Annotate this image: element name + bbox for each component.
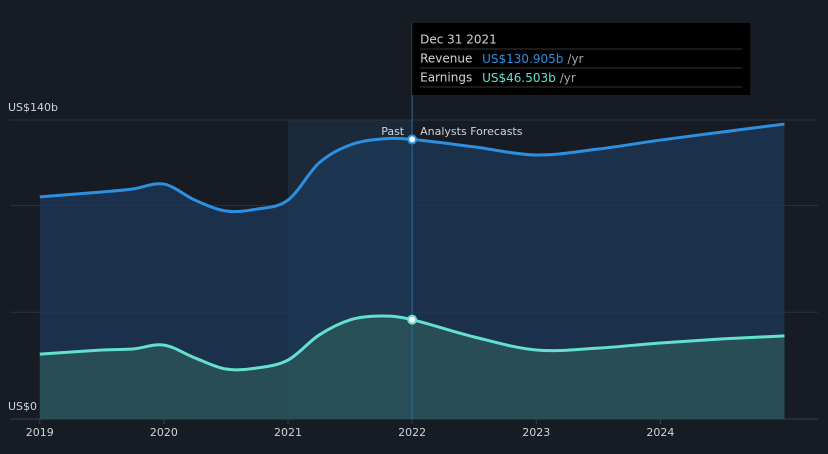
tooltip-dot xyxy=(407,314,418,325)
x-tick-label: 2024 xyxy=(646,426,674,439)
series-line xyxy=(39,122,785,214)
y-tick-label: US$0 xyxy=(8,400,37,413)
y-tick-label: US$140b xyxy=(8,101,58,114)
tooltip-name: Revenue xyxy=(420,52,472,66)
x-tick-label: 2019 xyxy=(26,426,54,439)
series-line xyxy=(39,314,785,372)
tooltip-dot xyxy=(407,134,418,145)
x-tick-label: 2020 xyxy=(150,426,178,439)
tooltip-box xyxy=(412,23,751,95)
tooltip-value-label: US$130.905b xyxy=(482,52,563,66)
tooltip-name: Earnings xyxy=(420,71,472,85)
tooltip: Dec 31 2021 Revenue US$130.905b/yr Earnings… xyxy=(412,23,751,95)
x-tick-label: 2023 xyxy=(522,426,550,439)
tooltip-value-label: US$46.503b xyxy=(482,71,556,85)
tooltip-value: US$46.503b/yr xyxy=(482,71,576,85)
tooltip-unit: /yr xyxy=(567,52,583,66)
tooltip-unit: /yr xyxy=(560,71,576,85)
tooltip-value: US$130.905b/yr xyxy=(482,52,583,66)
forecast-label: Analysts Forecasts xyxy=(420,125,523,138)
past-label: Past xyxy=(381,125,405,138)
x-tick-label: 2022 xyxy=(398,426,426,439)
tooltip-date: Dec 31 2021 xyxy=(420,33,497,47)
x-tick-label: 2021 xyxy=(274,426,302,439)
